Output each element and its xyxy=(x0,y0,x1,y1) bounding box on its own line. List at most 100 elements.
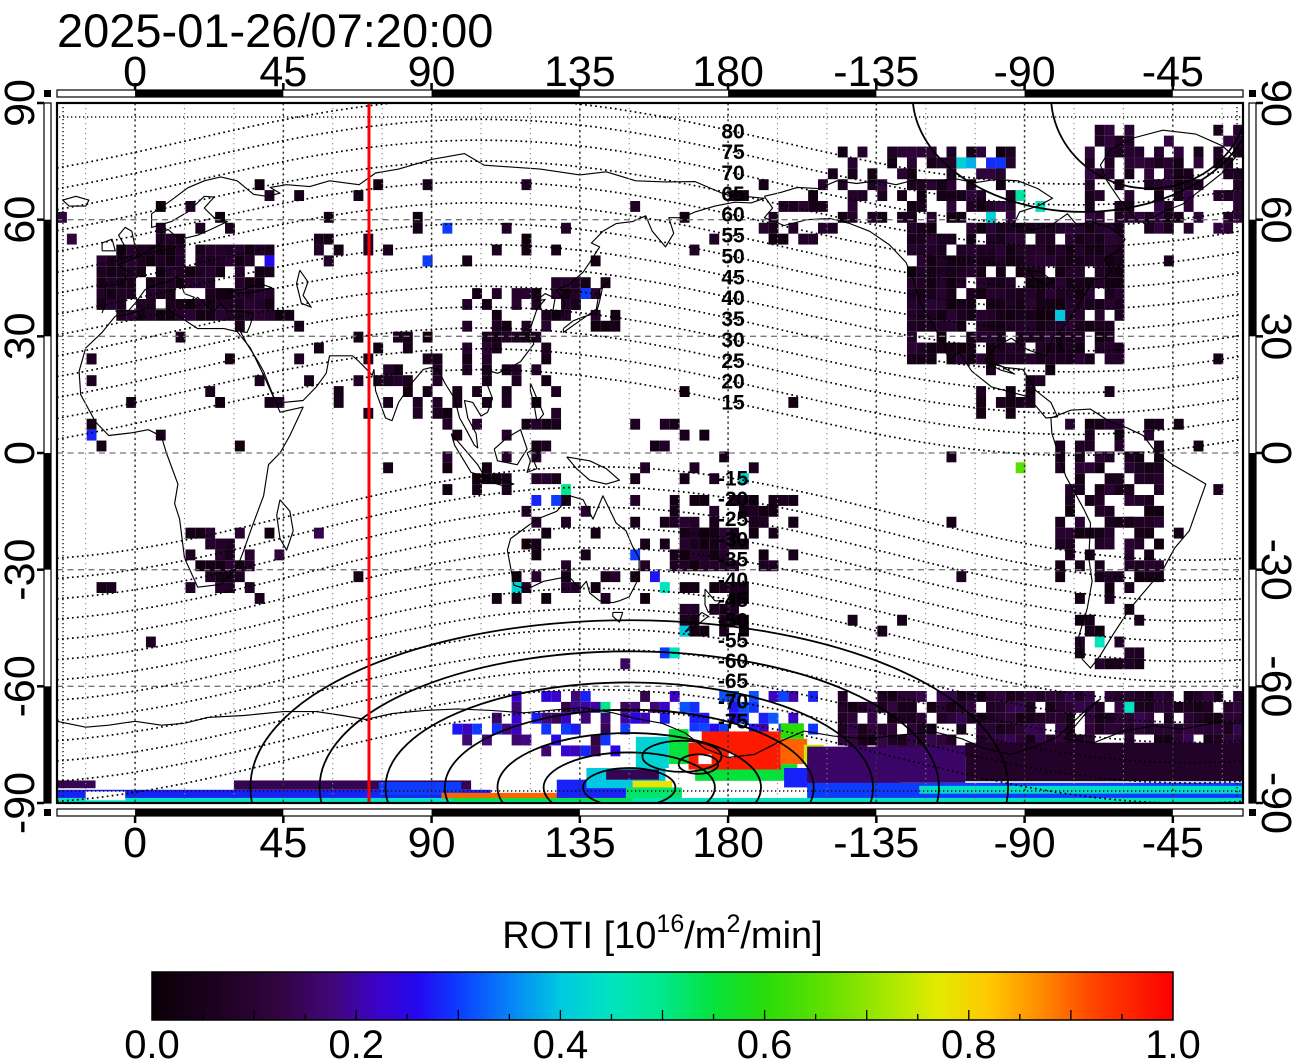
coastline-ireland xyxy=(101,238,116,252)
maglat-contour-45 xyxy=(57,243,1243,331)
roti-cell xyxy=(995,233,1006,245)
x-axis-label-top: 135 xyxy=(544,48,616,96)
roti-cell xyxy=(650,440,660,452)
roti-cell xyxy=(847,614,858,626)
roti-cell xyxy=(936,691,947,702)
roti-cell xyxy=(1045,712,1056,724)
roti-cell xyxy=(1124,560,1135,572)
roti-cell xyxy=(906,342,917,354)
roti-cell xyxy=(234,571,245,583)
roti-cell xyxy=(1233,179,1243,191)
roti-cell xyxy=(304,375,314,387)
roti-cell xyxy=(729,691,739,702)
roti-cell xyxy=(748,462,759,474)
roti-speck-cell xyxy=(511,582,522,593)
roti-cell xyxy=(551,386,562,397)
roti-cell xyxy=(511,701,522,713)
roti-cell xyxy=(561,299,571,310)
y-axis-label-right: 30 xyxy=(1252,312,1296,360)
roti-cell xyxy=(1213,353,1224,365)
roti-cell xyxy=(215,266,226,278)
roti-cell xyxy=(1015,309,1026,321)
roti-cell xyxy=(946,157,957,169)
roti-cell xyxy=(995,266,1006,278)
coastline-cuba xyxy=(986,362,1016,375)
y-axis-label-right: 60 xyxy=(1252,196,1296,244)
roti-cell xyxy=(462,364,473,376)
roti-cell xyxy=(1094,495,1105,506)
roti-cell xyxy=(837,723,848,735)
roti-cell xyxy=(521,244,532,256)
roti-cell xyxy=(1144,211,1155,223)
roti-cell xyxy=(818,201,828,212)
roti-cell xyxy=(1094,222,1105,234)
roti-cell xyxy=(956,299,967,310)
roti-cell xyxy=(511,288,522,299)
roti-cell xyxy=(106,288,117,299)
roti-cell xyxy=(155,309,166,321)
aurora-patch xyxy=(807,746,966,783)
oval-contour xyxy=(542,751,716,803)
roti-cell xyxy=(946,266,957,278)
roti-cell xyxy=(1094,211,1105,223)
coastline-madagascar xyxy=(276,499,294,551)
roti-cell xyxy=(1154,222,1164,234)
roti-cell xyxy=(669,560,680,572)
roti-cell xyxy=(1104,691,1115,702)
roti-cell xyxy=(1104,342,1115,354)
roti-cell xyxy=(976,288,987,299)
roti-cell xyxy=(709,527,720,539)
roti-cell xyxy=(215,571,226,583)
roti-speck-cell xyxy=(442,222,453,234)
roti-cell xyxy=(195,527,206,539)
roti-cell xyxy=(936,309,947,321)
roti-cell xyxy=(906,723,917,735)
roti-cell xyxy=(887,712,898,724)
roti-cell xyxy=(1084,723,1095,735)
roti-cell xyxy=(195,255,206,267)
roti-cell xyxy=(966,244,977,256)
roti-cell xyxy=(383,375,394,387)
roti-cell xyxy=(788,222,799,234)
roti-cell xyxy=(837,734,848,746)
roti-cell xyxy=(1163,723,1174,735)
roti-cell xyxy=(679,429,690,441)
roti-cell xyxy=(1035,353,1046,365)
roti-cell xyxy=(521,320,532,332)
roti-cell xyxy=(561,288,571,299)
roti-cell xyxy=(966,201,977,212)
roti-cell xyxy=(244,299,255,310)
roti-cell xyxy=(1035,342,1046,354)
roti-cell xyxy=(837,701,848,713)
roti-cell xyxy=(205,309,216,321)
roti-cell xyxy=(373,179,384,191)
roti-cell xyxy=(1114,135,1125,147)
roti-cell xyxy=(600,712,611,724)
roti-cell xyxy=(1005,157,1016,169)
roti-cell xyxy=(1015,701,1026,713)
roti-cell xyxy=(877,723,888,735)
roti-cell xyxy=(610,309,621,321)
roti-cell xyxy=(1173,211,1184,223)
roti-cell xyxy=(1005,397,1016,408)
roti-cell xyxy=(995,309,1006,321)
roti-cell xyxy=(531,571,542,583)
roti-cell xyxy=(1055,320,1066,332)
roti-cell xyxy=(1094,418,1105,430)
roti-cell xyxy=(906,691,917,702)
roti-cell xyxy=(926,266,937,278)
roti-cell xyxy=(323,233,334,245)
y-axis-label-right: -60 xyxy=(1252,655,1296,717)
roti-cell xyxy=(254,277,265,289)
colorbar-tick-label: 1.0 xyxy=(1145,1023,1201,1064)
roti-cell xyxy=(1084,625,1095,637)
roti-cell xyxy=(956,342,967,354)
roti-cell xyxy=(867,211,878,223)
roti-cell xyxy=(1094,462,1105,474)
roti-cell xyxy=(926,299,937,310)
roti-cell xyxy=(96,440,107,452)
roti-cell xyxy=(590,745,601,757)
roti-cell xyxy=(531,516,542,528)
timestamp-title: 2025-01-26/07:20:00 xyxy=(57,4,493,57)
roti-cell xyxy=(956,691,967,702)
